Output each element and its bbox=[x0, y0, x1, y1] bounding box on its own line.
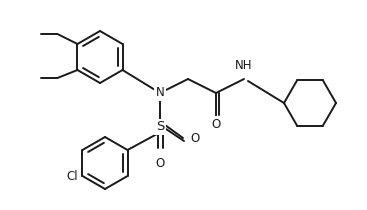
Text: O: O bbox=[211, 118, 221, 130]
Text: Cl: Cl bbox=[67, 169, 79, 182]
Text: NH: NH bbox=[235, 59, 253, 72]
Text: N: N bbox=[156, 87, 164, 100]
Text: O: O bbox=[190, 131, 199, 144]
Text: S: S bbox=[156, 121, 164, 134]
Text: O: O bbox=[155, 157, 165, 170]
